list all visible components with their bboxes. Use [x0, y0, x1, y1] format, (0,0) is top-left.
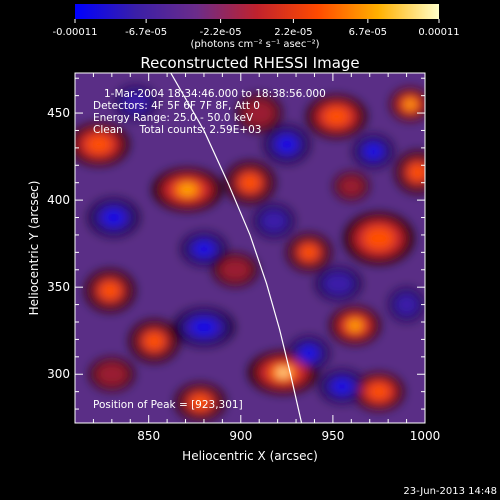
plot-frame — [74, 72, 426, 424]
x-axis-label: Heliocentric X (arcsec) — [182, 449, 318, 463]
source-bright-core — [348, 320, 362, 331]
emission-source — [218, 257, 252, 282]
annotation-clean-counts: Clean Total counts: 2.59E+03 — [93, 124, 262, 136]
colorbar-units: (photons cm⁻² s⁻¹ asec⁻²) — [190, 39, 319, 50]
dip-core — [365, 144, 382, 159]
colorbar-tick-label: 6.7e-05 — [349, 27, 387, 38]
negative-region — [393, 292, 420, 317]
dip-core — [277, 136, 296, 153]
source-bright-core — [405, 100, 416, 109]
negative-region — [121, 90, 151, 115]
colorbar-tick-label: 2.2e-05 — [274, 27, 312, 38]
annotation-time-range: 1-Mar-2004 18:34:46.000 to 18:38:56.000 — [104, 88, 326, 100]
colorbar — [75, 4, 439, 19]
dip-core — [194, 242, 214, 256]
y-tick-label: 400 — [47, 193, 70, 207]
colorbar-ticks: -0.00011 -6.7e-05 -2.2e-05 2.2e-05 6.7e-05 0.… — [53, 19, 460, 38]
peak-position-label: Position of Peak = [923,301] — [93, 399, 243, 411]
y-axis: 300 350 400 450 — [47, 77, 425, 410]
x-tick-label: 950 — [321, 429, 344, 443]
x-tick-label: 1000 — [410, 429, 441, 443]
source-core — [238, 173, 262, 193]
x-axis: 850 900 950 1000 — [74, 73, 441, 443]
colorbar-tick-label: -2.2e-05 — [200, 27, 242, 38]
source-core — [299, 243, 319, 261]
negative-region — [259, 208, 289, 234]
emission-source — [338, 175, 365, 197]
source-core — [363, 226, 395, 250]
y-tick-label: 350 — [47, 280, 70, 294]
annotation-detectors: Detectors: 4F 5F 6F 7F 8F, Att 0 — [93, 100, 260, 112]
annotation-block: 1-Mar-2004 18:34:46.000 to 18:38:56.000 … — [93, 88, 326, 136]
negative-region — [321, 271, 355, 296]
y-tick-label: 300 — [47, 367, 70, 381]
dip-core — [191, 319, 217, 335]
emission-source — [95, 362, 129, 387]
source-core — [85, 134, 113, 154]
x-tick-label: 850 — [137, 429, 160, 443]
timestamp: 23-Jun-2013 14:48 — [403, 486, 497, 497]
annotation-energy-range: Energy Range: 25.0 - 50.0 keV — [93, 112, 254, 124]
chart-title: Reconstructed RHESSI Image — [140, 54, 359, 72]
source-bright-core — [178, 184, 197, 196]
x-tick-label: 900 — [229, 429, 252, 443]
source-core — [189, 393, 212, 411]
dip-core — [332, 379, 352, 394]
source-core — [367, 383, 390, 401]
colorbar-tick-label: 0.00011 — [418, 27, 459, 38]
dip-core — [300, 346, 318, 361]
source-peak — [278, 369, 288, 376]
source-core — [143, 331, 166, 351]
source-core — [407, 162, 425, 182]
solar-limb-line — [170, 73, 303, 423]
y-axis-label: Heliocentric Y (arcsec) — [27, 181, 41, 316]
dip-core — [103, 209, 124, 226]
source-core — [98, 281, 122, 301]
emission-source — [242, 99, 276, 127]
heatmap-image — [75, 73, 425, 423]
colorbar-tick-label: -6.7e-05 — [125, 27, 167, 38]
source-core — [323, 107, 350, 126]
colorbar-tick-label: -0.00011 — [53, 27, 98, 38]
y-tick-label: 450 — [47, 106, 70, 120]
